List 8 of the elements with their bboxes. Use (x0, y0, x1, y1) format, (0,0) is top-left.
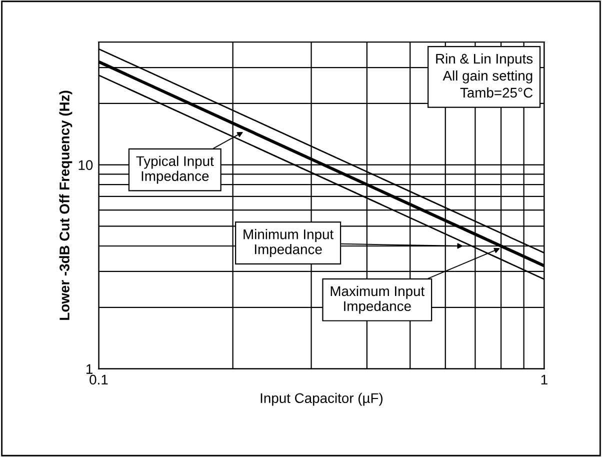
annotation: Rin & Lin Inputs All gain setting Tamb=25°C (436, 53, 533, 98)
x-tick-label: 0.1 (90, 374, 108, 385)
annotation: Maximum Input Impedance (330, 286, 425, 314)
x-axis-title: Input Capacitor (µF) (260, 392, 383, 406)
y-axis-title: Lower -3dB Cut Off Frequency (Hz) (59, 90, 72, 320)
annotation: Minimum Input Impedance (244, 229, 334, 257)
y-tick-label: 10 (78, 160, 93, 170)
annotation: Typical Input Impedance (136, 156, 214, 184)
